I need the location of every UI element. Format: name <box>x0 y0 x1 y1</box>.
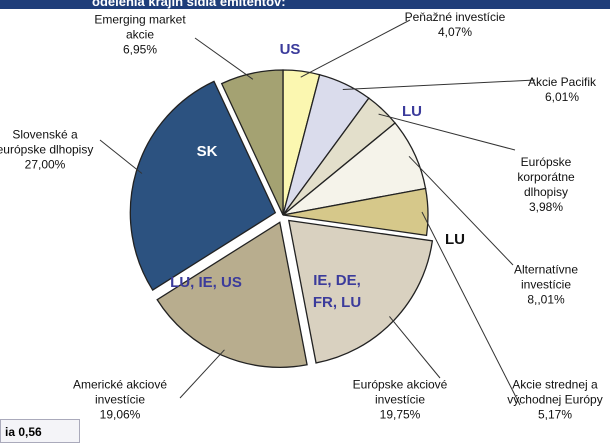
slice-label: Akcie strednej a východnej Európy 5,17% <box>485 378 610 423</box>
category-label: Európske akciové investície <box>352 377 448 407</box>
slice-label: Peňažné investície 4,07% <box>385 10 525 40</box>
category-label: Peňažné investície <box>404 10 506 24</box>
value-label: 8,,01% <box>527 292 565 307</box>
pie-slice <box>287 219 434 364</box>
value-label: 6,95% <box>122 42 158 57</box>
pie-slice <box>129 80 277 291</box>
value-label: 4,07% <box>437 25 473 39</box>
slice-label: Emerging market akcie 6,95% <box>70 13 210 58</box>
slice-label: Akcie Pacifik 6,01% <box>492 75 610 105</box>
category-label: Akcie strednej a východnej Európy <box>507 377 603 407</box>
value-label: 3,98% <box>528 200 564 214</box>
country-annotation: LU, IE, US <box>170 274 242 291</box>
category-label: Alternatívne investície <box>513 262 579 292</box>
pie-slice <box>282 187 429 237</box>
country-annotation: SK <box>196 143 218 160</box>
leader-line <box>342 79 536 91</box>
footer-box: ia 0,56 <box>0 419 80 443</box>
leader-line <box>99 139 143 174</box>
footer-note: ia 0,56 <box>5 425 42 439</box>
value-label: 19,06% <box>99 407 141 422</box>
country-annotation: LU <box>402 103 422 120</box>
value-label: 6,01% <box>544 90 580 104</box>
pie-slice <box>156 221 308 368</box>
leader-line <box>194 37 254 80</box>
category-label: Európske korporátne dlhopisy <box>517 155 575 199</box>
country-annotation: IE, DE, FR, LU <box>312 272 362 311</box>
leader-line <box>378 113 516 151</box>
slice-label: Európske akciové investície 19,75% <box>330 378 470 423</box>
country-annotation: LU <box>445 231 465 248</box>
leader-line <box>408 155 514 266</box>
slice-label: Alternatívne investície 8,,01% <box>476 263 610 308</box>
leader-line <box>389 316 441 379</box>
country-annotation: US <box>279 41 301 58</box>
category-label: Akcie Pacifik <box>527 75 597 89</box>
value-label: 27,00% <box>24 157 66 172</box>
header-title: odelenia krajín sídla emitentov: <box>92 0 286 9</box>
leader-line <box>300 19 411 78</box>
pie-slice <box>220 69 284 216</box>
slice-label: Americké akciové investície 19,06% <box>50 378 190 423</box>
leader-line <box>421 211 521 406</box>
category-label: Emerging market akcie <box>94 12 186 42</box>
value-label: 19,75% <box>379 407 421 422</box>
category-label: Americké akciové investície <box>72 377 168 407</box>
slice-label: Slovenské a európske dlhopisy 27,00% <box>0 128 115 173</box>
slice-label: Európske korporátne dlhopisy 3,98% <box>476 155 610 215</box>
category-label: Slovenské a európske dlhopisy <box>0 127 94 157</box>
leader-line <box>179 349 225 399</box>
header-bar: odelenia krajín sídla emitentov: <box>0 0 610 9</box>
value-label: 5,17% <box>537 407 573 422</box>
